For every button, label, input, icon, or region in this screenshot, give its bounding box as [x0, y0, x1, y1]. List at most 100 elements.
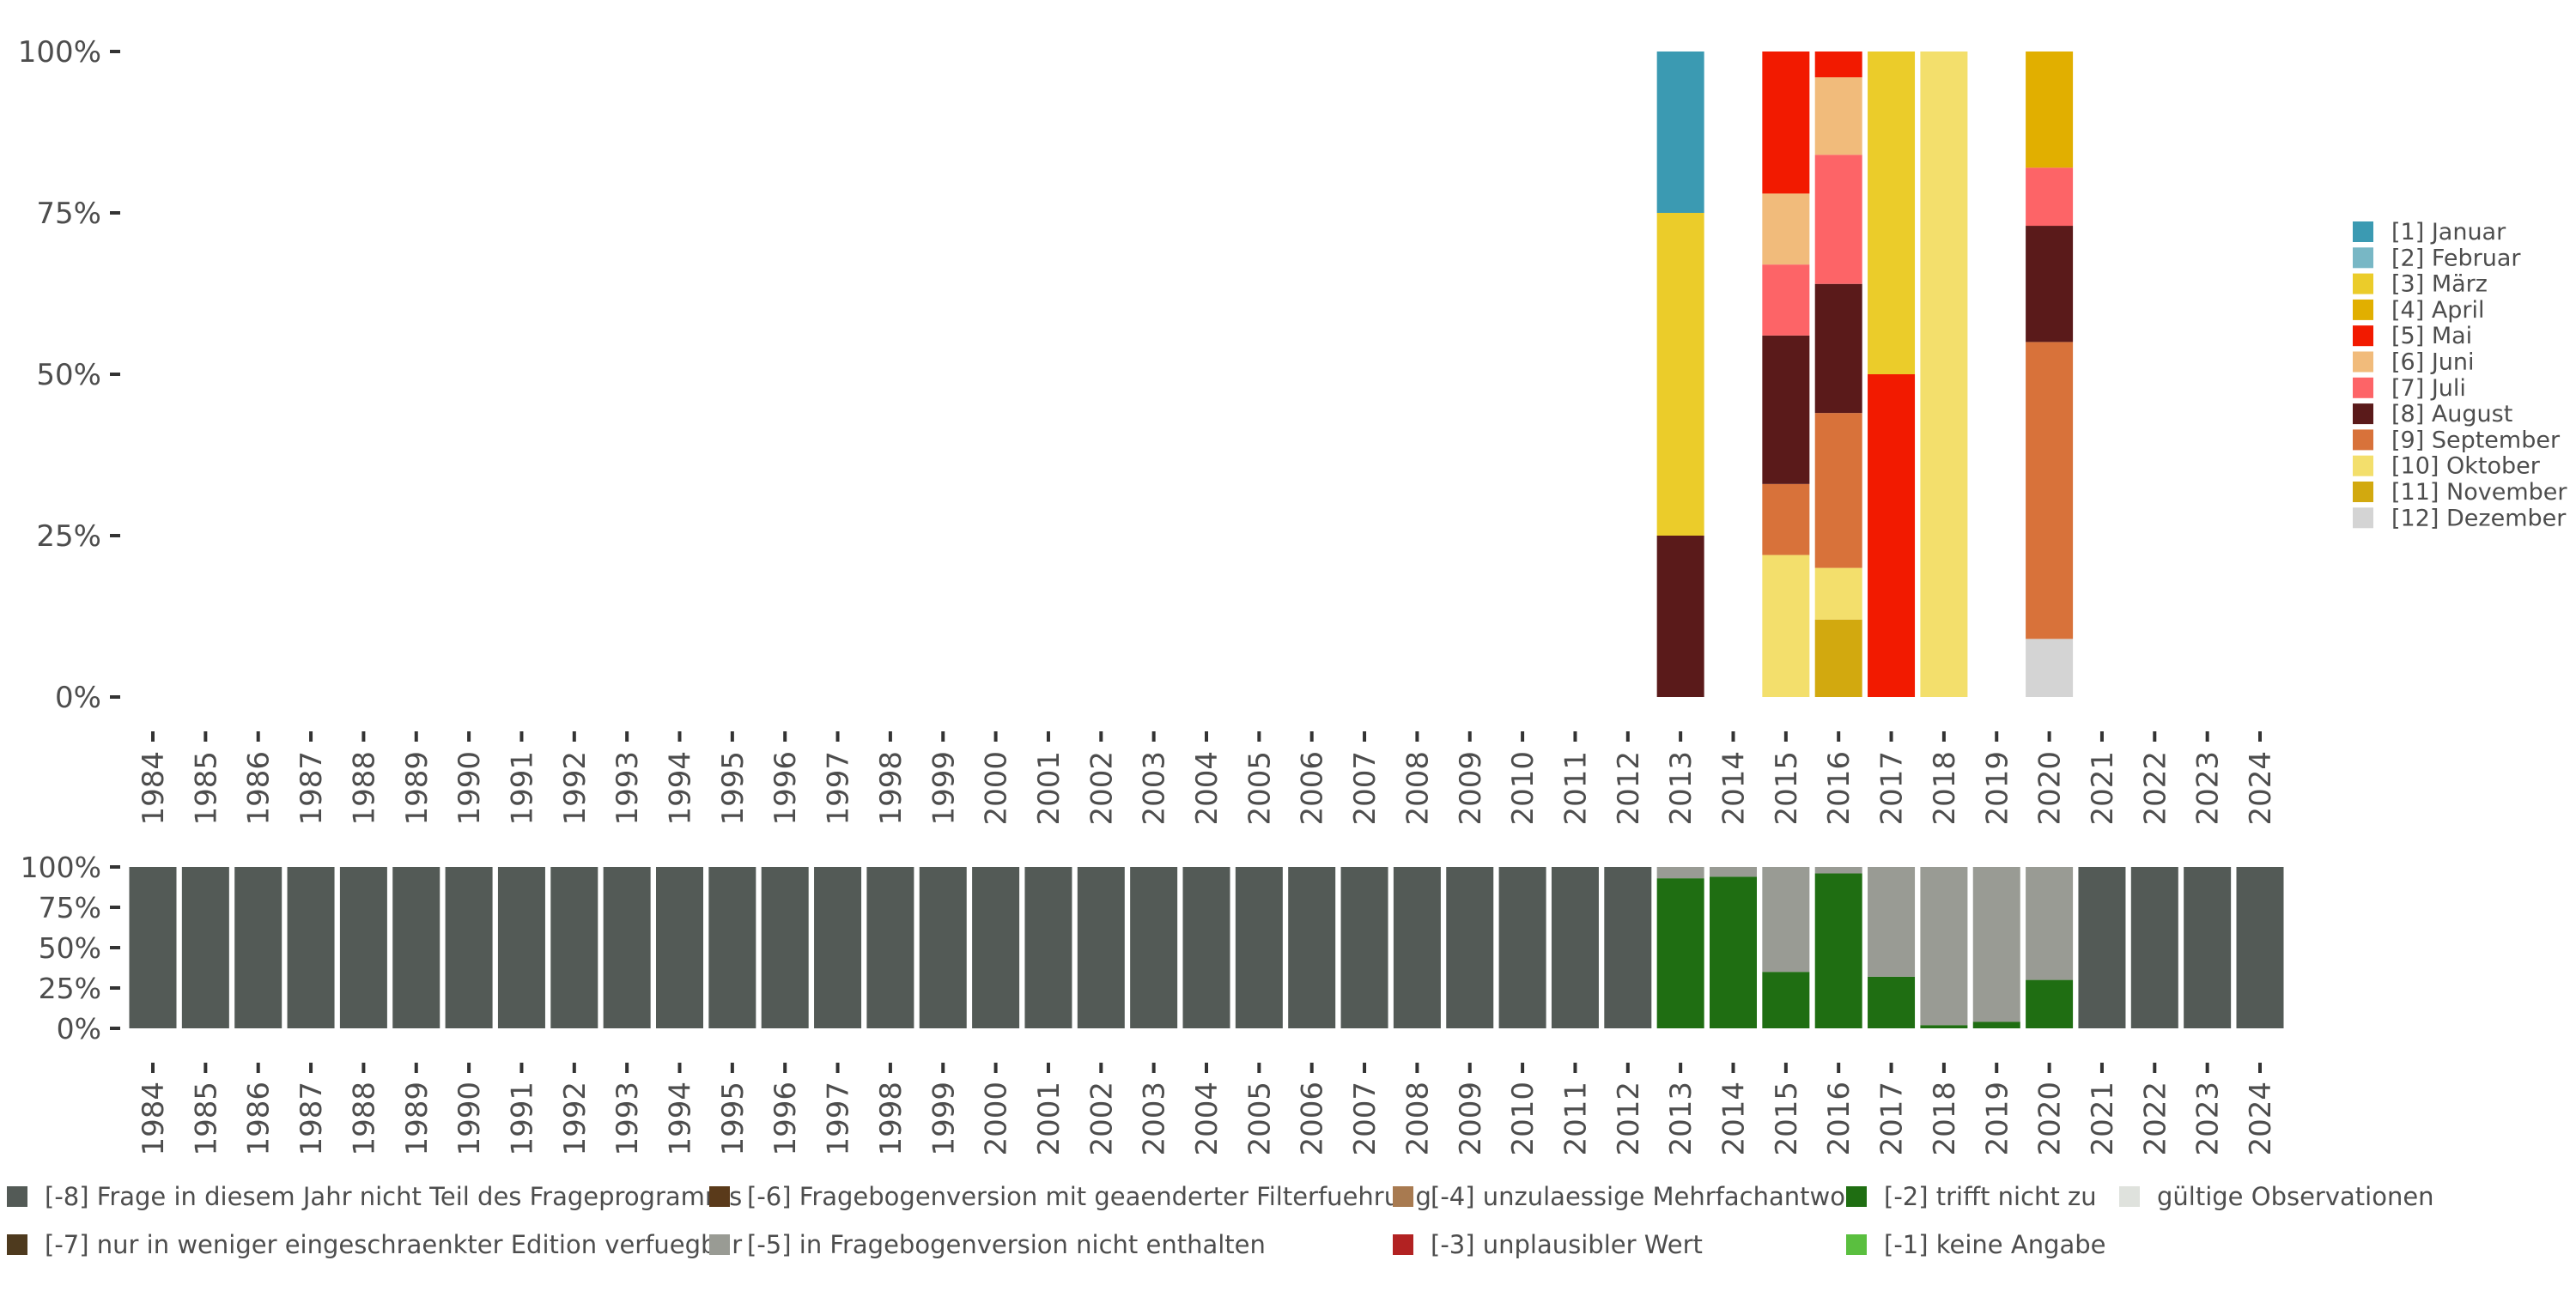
bar-segment-1984--8	[129, 867, 177, 1028]
x-tick-label: 2020	[2033, 1082, 2068, 1156]
bar-segment-2020-9	[2026, 342, 2074, 639]
bar-segment-2013-3	[1656, 213, 1704, 536]
x-tick-label: 1995	[716, 751, 750, 826]
x-tick-label: 1994	[664, 1082, 698, 1156]
bar-segment-1998--8	[866, 867, 914, 1028]
bar-segment-2014--5	[1710, 867, 1757, 877]
x-tick-label: 1994	[664, 751, 698, 826]
bar-segment-2015-9	[1762, 483, 1810, 555]
x-tick-label: 2022	[2138, 1082, 2172, 1156]
legend-swatch	[2353, 455, 2373, 476]
x-tick-label: 2006	[1296, 1082, 1330, 1156]
bar-segment-2016-9	[1814, 413, 1862, 568]
y-tick-label: 0%	[55, 681, 101, 715]
bar-segment-2019--5	[1972, 867, 2020, 1022]
bar-segment-2016-10	[1814, 567, 1862, 620]
bar-segment-2004--8	[1182, 867, 1230, 1028]
legend-label: [9] September	[2391, 427, 2561, 453]
x-tick-label: 2000	[980, 751, 1014, 826]
x-tick-label: 2023	[2191, 1082, 2226, 1156]
bar-segment-2018--2	[1920, 1025, 1968, 1028]
legend-missing-codes: [-8] Frage in diesem Jahr nicht Teil des…	[7, 1182, 2434, 1259]
x-tick-label: 2006	[1296, 751, 1330, 826]
bar-segment-2018--5	[1920, 867, 1968, 1026]
bar-segment-2007--8	[1340, 867, 1388, 1028]
bar-segment-2011--8	[1551, 867, 1599, 1028]
x-tick-label: 1998	[874, 1082, 908, 1156]
legend-swatch	[2353, 221, 2373, 242]
x-tick-label: 2008	[1400, 751, 1435, 826]
x-tick-label: 2008	[1400, 1082, 1435, 1156]
legend-label: [-4] unzulaessige Mehrfachantwort	[1431, 1182, 1865, 1211]
x-tick-label: 1998	[874, 751, 908, 826]
x-tick-label: 2017	[1875, 751, 1910, 826]
bar-segment-2016--2	[1814, 873, 1862, 1028]
bar-segment-2009--8	[1446, 867, 1494, 1028]
x-tick-label: 2004	[1190, 751, 1224, 826]
bar-segment-2017-5	[1868, 374, 1916, 697]
bar-segment-1994--8	[656, 867, 703, 1028]
bar-segment-2006--8	[1288, 867, 1336, 1028]
y-tick-label: 25%	[36, 519, 101, 554]
x-tick-label: 1999	[927, 1082, 961, 1156]
legend-label: [12] Dezember	[2391, 505, 2567, 531]
bar-segment-2017--5	[1868, 867, 1916, 977]
x-tick-label: 2004	[1190, 1082, 1224, 1156]
x-tick-label: 1990	[453, 1082, 487, 1156]
bar-segment-2018-10	[1920, 52, 1968, 697]
x-tick-label: 2009	[1454, 751, 1488, 826]
x-tick-label: 1989	[400, 1082, 434, 1156]
legend-label: [-6] Fragebogenversion mit geaenderter F…	[747, 1182, 1431, 1211]
x-tick-label: 2003	[1138, 1082, 1172, 1156]
x-tick-label: 2012	[1612, 751, 1646, 826]
legend-swatch	[2119, 1186, 2140, 1207]
bar-segment-2020--2	[2026, 979, 2074, 1028]
x-tick-label: 2016	[1822, 1082, 1856, 1156]
x-tick-label: 2020	[2033, 751, 2068, 826]
bar-segment-2015--5	[1762, 867, 1810, 973]
x-tick-label: 1984	[137, 751, 171, 826]
x-tick-label: 1986	[242, 751, 276, 826]
legend-label: [1] Januar	[2391, 219, 2506, 245]
bar-segment-2020-8	[2026, 226, 2074, 342]
x-tick-label: 1999	[927, 751, 961, 826]
bar-segment-2020-7	[2026, 167, 2074, 227]
bar-segment-2008--8	[1393, 867, 1441, 1028]
x-tick-label: 2000	[980, 1082, 1014, 1156]
bar-segment-2005--8	[1235, 867, 1283, 1028]
x-tick-label: 2016	[1822, 751, 1856, 826]
bar-segment-2015-8	[1762, 335, 1810, 484]
y-tick-label: 50%	[39, 931, 101, 965]
x-tick-label: 2002	[1084, 751, 1119, 826]
legend-swatch	[1393, 1234, 1413, 1255]
x-tick-label: 2010	[1506, 1082, 1540, 1156]
x-tick-label: 1997	[822, 1082, 856, 1156]
x-tick-label: 2013	[1664, 1082, 1698, 1156]
legend-label: [4] April	[2391, 297, 2485, 324]
x-tick-label: 2014	[1717, 751, 1752, 826]
y-tick-label: 75%	[39, 891, 101, 924]
legend-swatch	[7, 1186, 27, 1207]
x-tick-label: 2002	[1084, 1082, 1119, 1156]
bar-segment-2020-4	[2026, 52, 2074, 168]
x-tick-label: 2019	[1980, 751, 2014, 826]
legend-label: [10] Oktober	[2391, 453, 2541, 480]
x-tick-label: 2007	[1348, 1082, 1382, 1156]
bar-segment-2016-7	[1814, 155, 1862, 284]
x-tick-label: 1992	[558, 1082, 592, 1156]
legend-label: [3] März	[2391, 271, 2488, 298]
legend-label: [-8] Frage in diesem Jahr nicht Teil des…	[45, 1182, 742, 1211]
legend-swatch	[2353, 247, 2373, 269]
legend-months: [1] Januar[2] Februar[3] März[4] April[5…	[2353, 219, 2567, 531]
legend-swatch	[7, 1234, 27, 1255]
x-tick-label: 2018	[1928, 751, 1962, 826]
legend-swatch	[2353, 299, 2373, 320]
bar-segment-1997--8	[814, 867, 862, 1028]
legend-swatch	[1846, 1234, 1867, 1255]
bar-segment-2015-5	[1762, 52, 1810, 194]
x-tick-label: 1984	[137, 1082, 171, 1156]
bar-segment-2000--8	[972, 867, 1020, 1028]
panel-bottom: 0% 25% 50% 75% 100% 1984 1985 1986 1987 1988 1989 1…	[21, 851, 2284, 1156]
